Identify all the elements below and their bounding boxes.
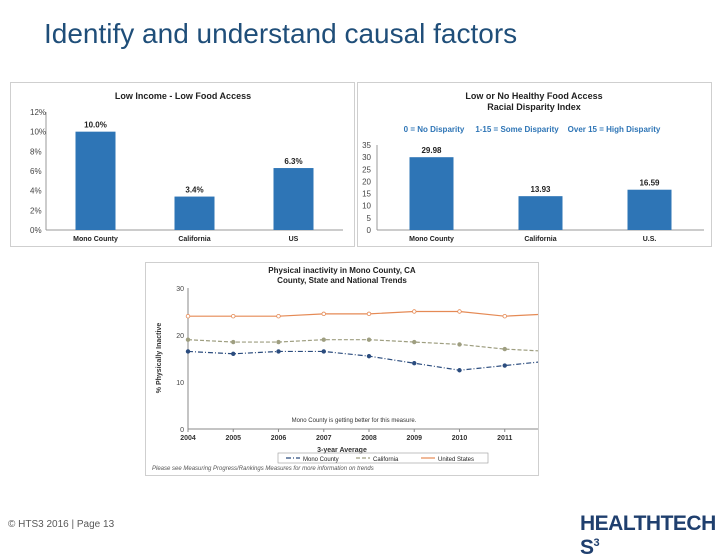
chart3-xtick-3: 2007	[316, 435, 332, 442]
chart3-point-2-4	[366, 311, 372, 317]
chart2-legend-note-0: 0 = No Disparity	[404, 125, 465, 134]
chart3-series-line-0	[187, 350, 538, 371]
chart2-subtitle: Racial Disparity Index	[487, 102, 581, 112]
chart2-ytick-0: 0	[367, 226, 372, 235]
chart1-bar-1	[174, 196, 215, 230]
logo-text: HEALTHTECH S	[580, 512, 716, 559]
chart1-data-label-1: 3.4%	[185, 186, 203, 195]
chart2-data-label-2: 16.59	[639, 179, 660, 188]
chart3-point-0-2	[276, 349, 281, 354]
chart1-ytick-0: 0%	[30, 226, 42, 235]
chart3-point-0-5	[412, 360, 417, 366]
chart1-ytick-3: 6%	[30, 167, 42, 176]
low-income-food-access-chart: Low Income - Low Food Access 0% 2% 4% 6% 8% 1…	[10, 82, 355, 247]
racial-disparity-chart: Low or No Healthy Food Access Racial Dis…	[357, 82, 712, 247]
chart1-ytick-6: 12%	[30, 108, 46, 117]
chart1-category-1: California	[178, 236, 210, 243]
chart3-legend-label-1: California	[373, 457, 399, 463]
chart1-ytick-5: 10%	[30, 128, 46, 137]
chart1-ytick-1: 2%	[30, 206, 42, 215]
chart3-point-1-3	[321, 337, 326, 342]
chart2-bar-0	[409, 157, 454, 230]
chart3-point-2-0	[185, 314, 191, 319]
chart3-xtick-7: 2011	[497, 435, 512, 442]
chart2-bar-1	[518, 196, 563, 230]
chart2-legend-note-2: Over 15 = High Disparity	[568, 125, 661, 134]
chart1-ytick-2: 4%	[30, 187, 42, 196]
chart2-category-0: Mono County	[409, 236, 454, 243]
chart3-point-2-3	[321, 311, 326, 317]
chart3-series-line-1	[187, 339, 538, 352]
chart3-point-2-5	[412, 309, 417, 314]
chart3-point-1-7	[502, 346, 507, 352]
chart2-category-2: U.S.	[643, 236, 657, 243]
chart1-ytick-4: 8%	[30, 147, 42, 156]
chart1-data-label-2: 6.3%	[284, 157, 302, 166]
chart3-xtick-2: 2006	[271, 435, 287, 442]
chart2-ytick-6: 30	[362, 153, 371, 162]
chart1-bar-2	[273, 168, 314, 230]
chart2-ytick-5: 25	[362, 165, 371, 174]
chart3-note: Please see Measuring Progress/Rankings M…	[152, 466, 374, 472]
chart2-bar-2	[627, 189, 672, 230]
chart2-legend-note-1: 1-15 = Some Disparity	[475, 125, 559, 134]
chart3-point-2-1	[231, 314, 236, 319]
healthtech-logo: HEALTHTECH S3	[580, 512, 720, 560]
chart3-xtick-4: 2008	[361, 435, 377, 442]
chart3-point-1-6	[457, 342, 462, 347]
chart3-annotation: Mono County is getting better for this m…	[292, 418, 417, 424]
chart3-xtick-5: 2009	[406, 435, 422, 442]
chart3-ytick-3: 30	[176, 286, 184, 293]
physical-inactivity-chart: Physical inactivity in Mono County, CA C…	[145, 262, 539, 476]
chart2-ytick-7: 35	[362, 141, 371, 150]
chart3-legend-label-2: United States	[438, 457, 474, 463]
chart2-data-label-1: 13.93	[530, 185, 551, 194]
chart3-point-1-5	[412, 339, 417, 345]
chart3-point-2-2	[276, 314, 281, 319]
chart3-ytick-1: 10	[176, 380, 184, 387]
logo-superscript: 3	[593, 537, 600, 549]
chart3-point-0-1	[231, 351, 236, 356]
chart3-xtick-0: 2004	[180, 435, 196, 442]
chart3-point-1-1	[231, 339, 236, 345]
chart2-ytick-3: 15	[362, 190, 371, 199]
chart3-point-1-0	[185, 337, 191, 342]
chart3-point-2-6	[457, 309, 462, 314]
chart1-bar-0	[75, 131, 116, 230]
chart3-xlabel: 3-year Average	[317, 447, 367, 454]
chart1-title: Low Income - Low Food Access	[115, 91, 251, 101]
chart2-ytick-1: 5	[367, 214, 372, 223]
chart3-ylabel: % Physically Inactive	[156, 323, 163, 394]
chart1-category-0: Mono County	[73, 236, 118, 243]
footer-text: © HTS3 2016 | Page 13	[8, 519, 115, 530]
chart3-xtick-1: 2005	[225, 435, 241, 442]
chart3-ytick-0: 0	[180, 427, 184, 434]
chart2-ytick-4: 20	[362, 177, 371, 186]
chart3-point-2-7	[502, 314, 507, 319]
chart3-legend-box	[277, 452, 489, 464]
chart2-title: Low or No Healthy Food Access	[465, 91, 602, 101]
chart3-xtick-6: 2010	[452, 435, 468, 442]
chart3-point-1-2	[276, 339, 281, 345]
chart3-subtitle: County, State and National Trends	[277, 276, 407, 285]
slide-title: Identify and understand causal factors	[44, 18, 518, 49]
chart3-point-0-7	[502, 363, 507, 368]
chart3-ytick-2: 20	[176, 333, 184, 340]
chart3-point-0-4	[366, 353, 372, 359]
chart3-title: Physical inactivity in Mono County, CA	[268, 266, 416, 275]
chart2-category-1: California	[524, 236, 556, 243]
chart3-series-line-2	[188, 310, 538, 317]
chart1-category-2: US	[289, 236, 299, 243]
chart3-point-0-6	[457, 368, 462, 373]
chart3-point-0-0	[185, 349, 191, 354]
chart2-ytick-2: 10	[362, 202, 371, 211]
chart3-point-1-4	[366, 337, 372, 342]
chart1-data-label-0: 10.0%	[84, 121, 107, 130]
chart3-point-0-3	[321, 349, 326, 354]
chart3-legend-label-0: Mono County	[303, 457, 339, 463]
chart2-data-label-0: 29.98	[421, 146, 442, 155]
